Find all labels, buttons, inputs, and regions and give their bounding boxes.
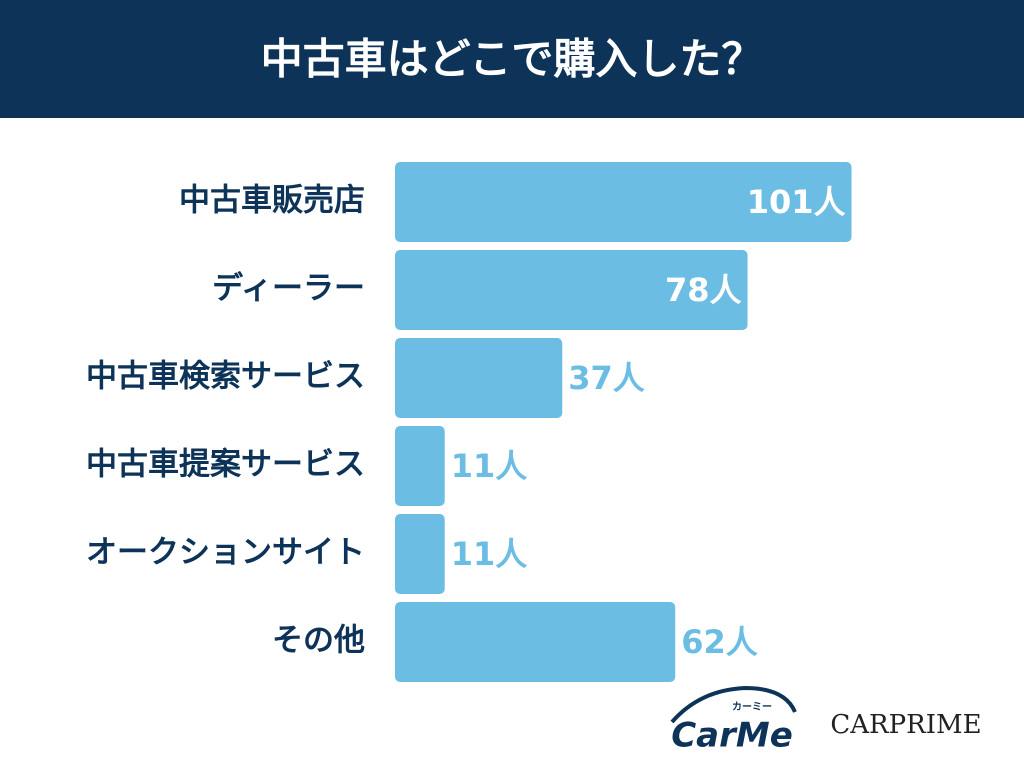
- category-label: 中古車検索サービス: [86, 359, 365, 395]
- bar: [395, 162, 852, 242]
- bar: [395, 426, 445, 506]
- logo-carprime: CARPRIME: [830, 710, 981, 740]
- logo-carme: CarMe カーミー: [670, 685, 797, 756]
- value-label: 78人: [665, 271, 742, 309]
- bar: [395, 602, 676, 682]
- bar: [395, 514, 445, 594]
- value-label: 11人: [451, 535, 528, 573]
- logo-swoosh: [670, 685, 797, 724]
- value-label: 37人: [568, 359, 645, 397]
- value-label: 101人: [747, 183, 846, 221]
- logo-text: CarMe: [671, 716, 793, 756]
- value-label: 11人: [451, 447, 528, 485]
- chart-title: 中古車はどこで購入した？: [261, 35, 764, 84]
- bar: [395, 250, 748, 330]
- bar: [395, 338, 563, 418]
- value-label: 62人: [681, 623, 758, 661]
- header-band: [0, 0, 1024, 118]
- category-label: 中古車販売店: [179, 183, 365, 219]
- logo-kana: カーミー: [732, 701, 772, 713]
- category-label: オークションサイト: [86, 535, 365, 571]
- category-label: 中古車提案サービス: [86, 447, 365, 483]
- category-label: ディーラー: [212, 271, 365, 307]
- category-label: その他: [272, 623, 365, 659]
